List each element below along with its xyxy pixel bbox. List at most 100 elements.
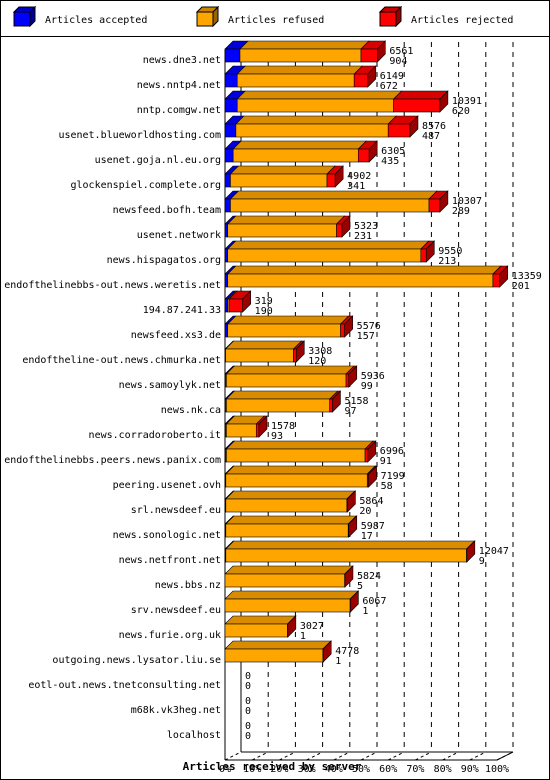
bar-segment-rejected [336,223,343,238]
rejected-label: 190 [255,306,273,317]
bar-segment-top [236,65,363,75]
bar-segment-top [239,40,370,50]
bar-segment-top [225,540,476,550]
bar-segment-top [232,140,368,150]
total-label: 5864 [359,496,383,507]
rejected-label: 0 [245,731,251,742]
total-label: 3308 [308,346,332,357]
rejected-label: 1 [362,606,368,617]
bar-segment-rejected [340,323,345,338]
bar-segment-top [225,465,376,475]
x-tick-label: 50% [352,764,370,775]
bar-segment-refused [226,423,257,438]
bar-segment-top [225,390,339,400]
rejected-label: 213 [438,256,456,267]
bar-segment-refused [224,623,288,638]
category-label: localhost [167,730,221,741]
bar-side [439,90,449,113]
bar-segment-top [224,340,303,350]
bar-segment-top [226,315,350,325]
bar-segment-rejected [329,398,333,413]
category-label: news.netfront.net [119,555,221,566]
legend: Articles accepted Articles refused Article… [12,5,513,28]
total-label: 8576 [422,121,446,132]
grid-floor-line [251,751,269,761]
bar-segment-top [229,190,438,200]
bar-segment-top [226,265,502,275]
bar-segment-top [225,365,355,375]
bar-segment-top [225,490,356,500]
bar-segment-top [224,615,297,625]
total-label: 4902 [347,171,371,182]
rejected-label: 0 [245,706,251,717]
x-tick-label: 80% [434,764,452,775]
category-label: news.bbs.nz [155,580,221,591]
rejected-label: 157 [357,331,375,342]
bar-side [341,215,351,238]
bar-side [499,265,509,288]
grid-floor-line [306,751,323,761]
bar-segment-accepted [224,148,234,163]
bar-side [322,640,332,663]
bar-segment-accepted [224,123,237,138]
bar-segment-rejected [345,373,350,388]
rejected-label: 17 [361,531,373,542]
bar-side [439,190,449,213]
bar-segment-refused [227,323,341,338]
bar-segment-top [225,515,357,525]
rejected-label: 904 [389,56,407,67]
bar-side [367,440,377,463]
bar-segment-refused [224,648,324,663]
bar-segment-refused [236,98,394,113]
total-label: 319 [255,296,273,307]
bar-side [425,240,435,263]
grid-floor-line [496,751,514,761]
bar-segment-accepted [224,248,229,263]
legend-item: Articles refused [195,5,324,28]
total-label: 6067 [362,596,386,607]
bar-side [344,565,354,588]
grid-floor-line [469,751,487,761]
rejected-label: 0 [245,681,251,692]
category-label: news.corradoroberto.it [89,430,221,441]
total-label: 6996 [380,446,404,457]
bar-segment-top [235,115,397,125]
category-label: news.nk.ca [161,405,221,416]
bar-segment-refused [239,48,362,63]
total-label: 6149 [380,71,404,82]
category-label: newsfeed.xs3.de [131,330,221,341]
category-label: peering.usenet.ovh [113,480,221,491]
bar-segment-refused [235,123,389,138]
x-tick-label: 20% [270,764,288,775]
category-label: glockenspiel.complete.org [70,180,221,191]
grid-floor-line [224,751,242,761]
bar-side [242,290,251,313]
rejected-label: 9 [479,556,485,567]
x-tick-label: 0% [219,764,231,775]
bar-side [368,140,378,163]
bar-segment-rejected [255,423,260,438]
bar-side [367,65,377,88]
bar-segment-refused [226,448,366,463]
category-label: usenet.network [137,230,221,241]
bar-segment-rejected [393,98,441,113]
rejected-label: 99 [361,381,373,392]
bars: 6561904614967210391620857648763054354902… [224,40,542,742]
category-labels: news.dne3.net news.nntp4.net nntp.comgw.ne… [4,55,221,741]
legend-label: Articles accepted [45,15,147,26]
bar-side [409,115,419,138]
bar-segment-rejected [326,173,336,188]
category-label: 194.87.241.33 [143,305,221,316]
x-axis: 0% 10% 20% 30% 40% 50% 60% 70% 80% 90% 100% [219,764,509,775]
total-label: 0 [245,671,251,682]
